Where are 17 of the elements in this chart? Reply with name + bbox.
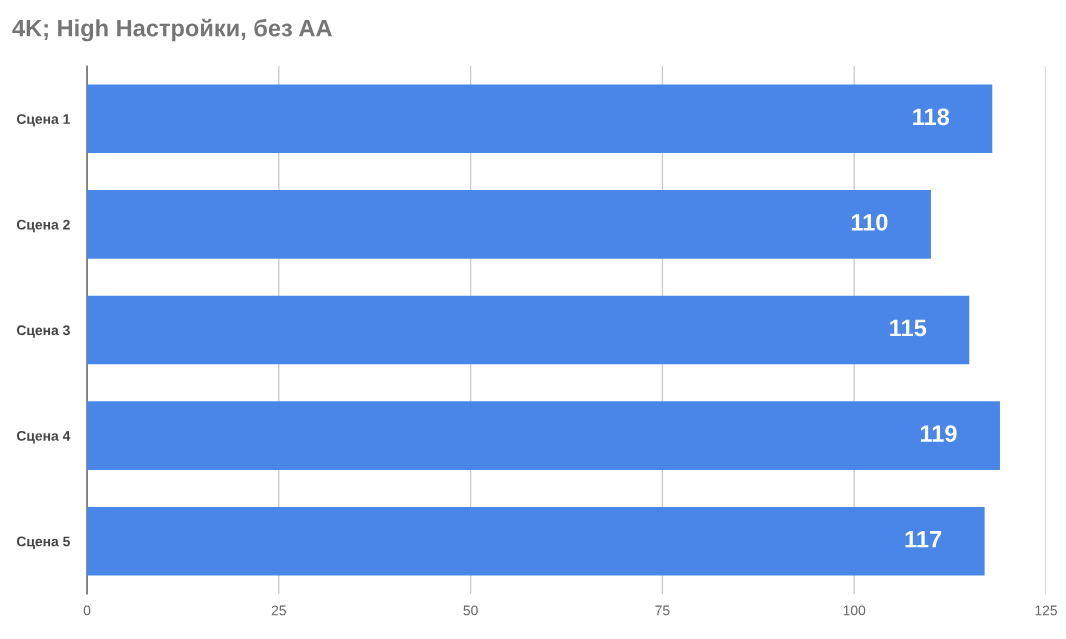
x-tick-label: 50 — [463, 605, 478, 616]
data-label: 115 — [890, 319, 927, 337]
data-label: 118 — [913, 108, 950, 126]
x-tick-label: 100 — [843, 605, 866, 616]
y-tick-label: Сцена 5 — [16, 536, 70, 549]
data-label: 110 — [851, 214, 888, 231]
x-tick-label: 0 — [83, 605, 91, 616]
data-label: 117 — [905, 531, 942, 548]
y-tick-label: Сцена 1 — [16, 114, 70, 127]
x-tick-label: 25 — [271, 605, 286, 616]
data-label: 119 — [920, 425, 957, 442]
y-tick-label: Сцена 2 — [16, 219, 70, 233]
y-tick-label: Сцена 3 — [16, 325, 70, 338]
y-tick-label: Сцена 4 — [16, 430, 71, 444]
chart-title: 4K; High Настройки, без AA — [12, 18, 332, 42]
x-tick-label: 125 — [1035, 605, 1058, 616]
x-tick-label: 75 — [655, 605, 670, 616]
